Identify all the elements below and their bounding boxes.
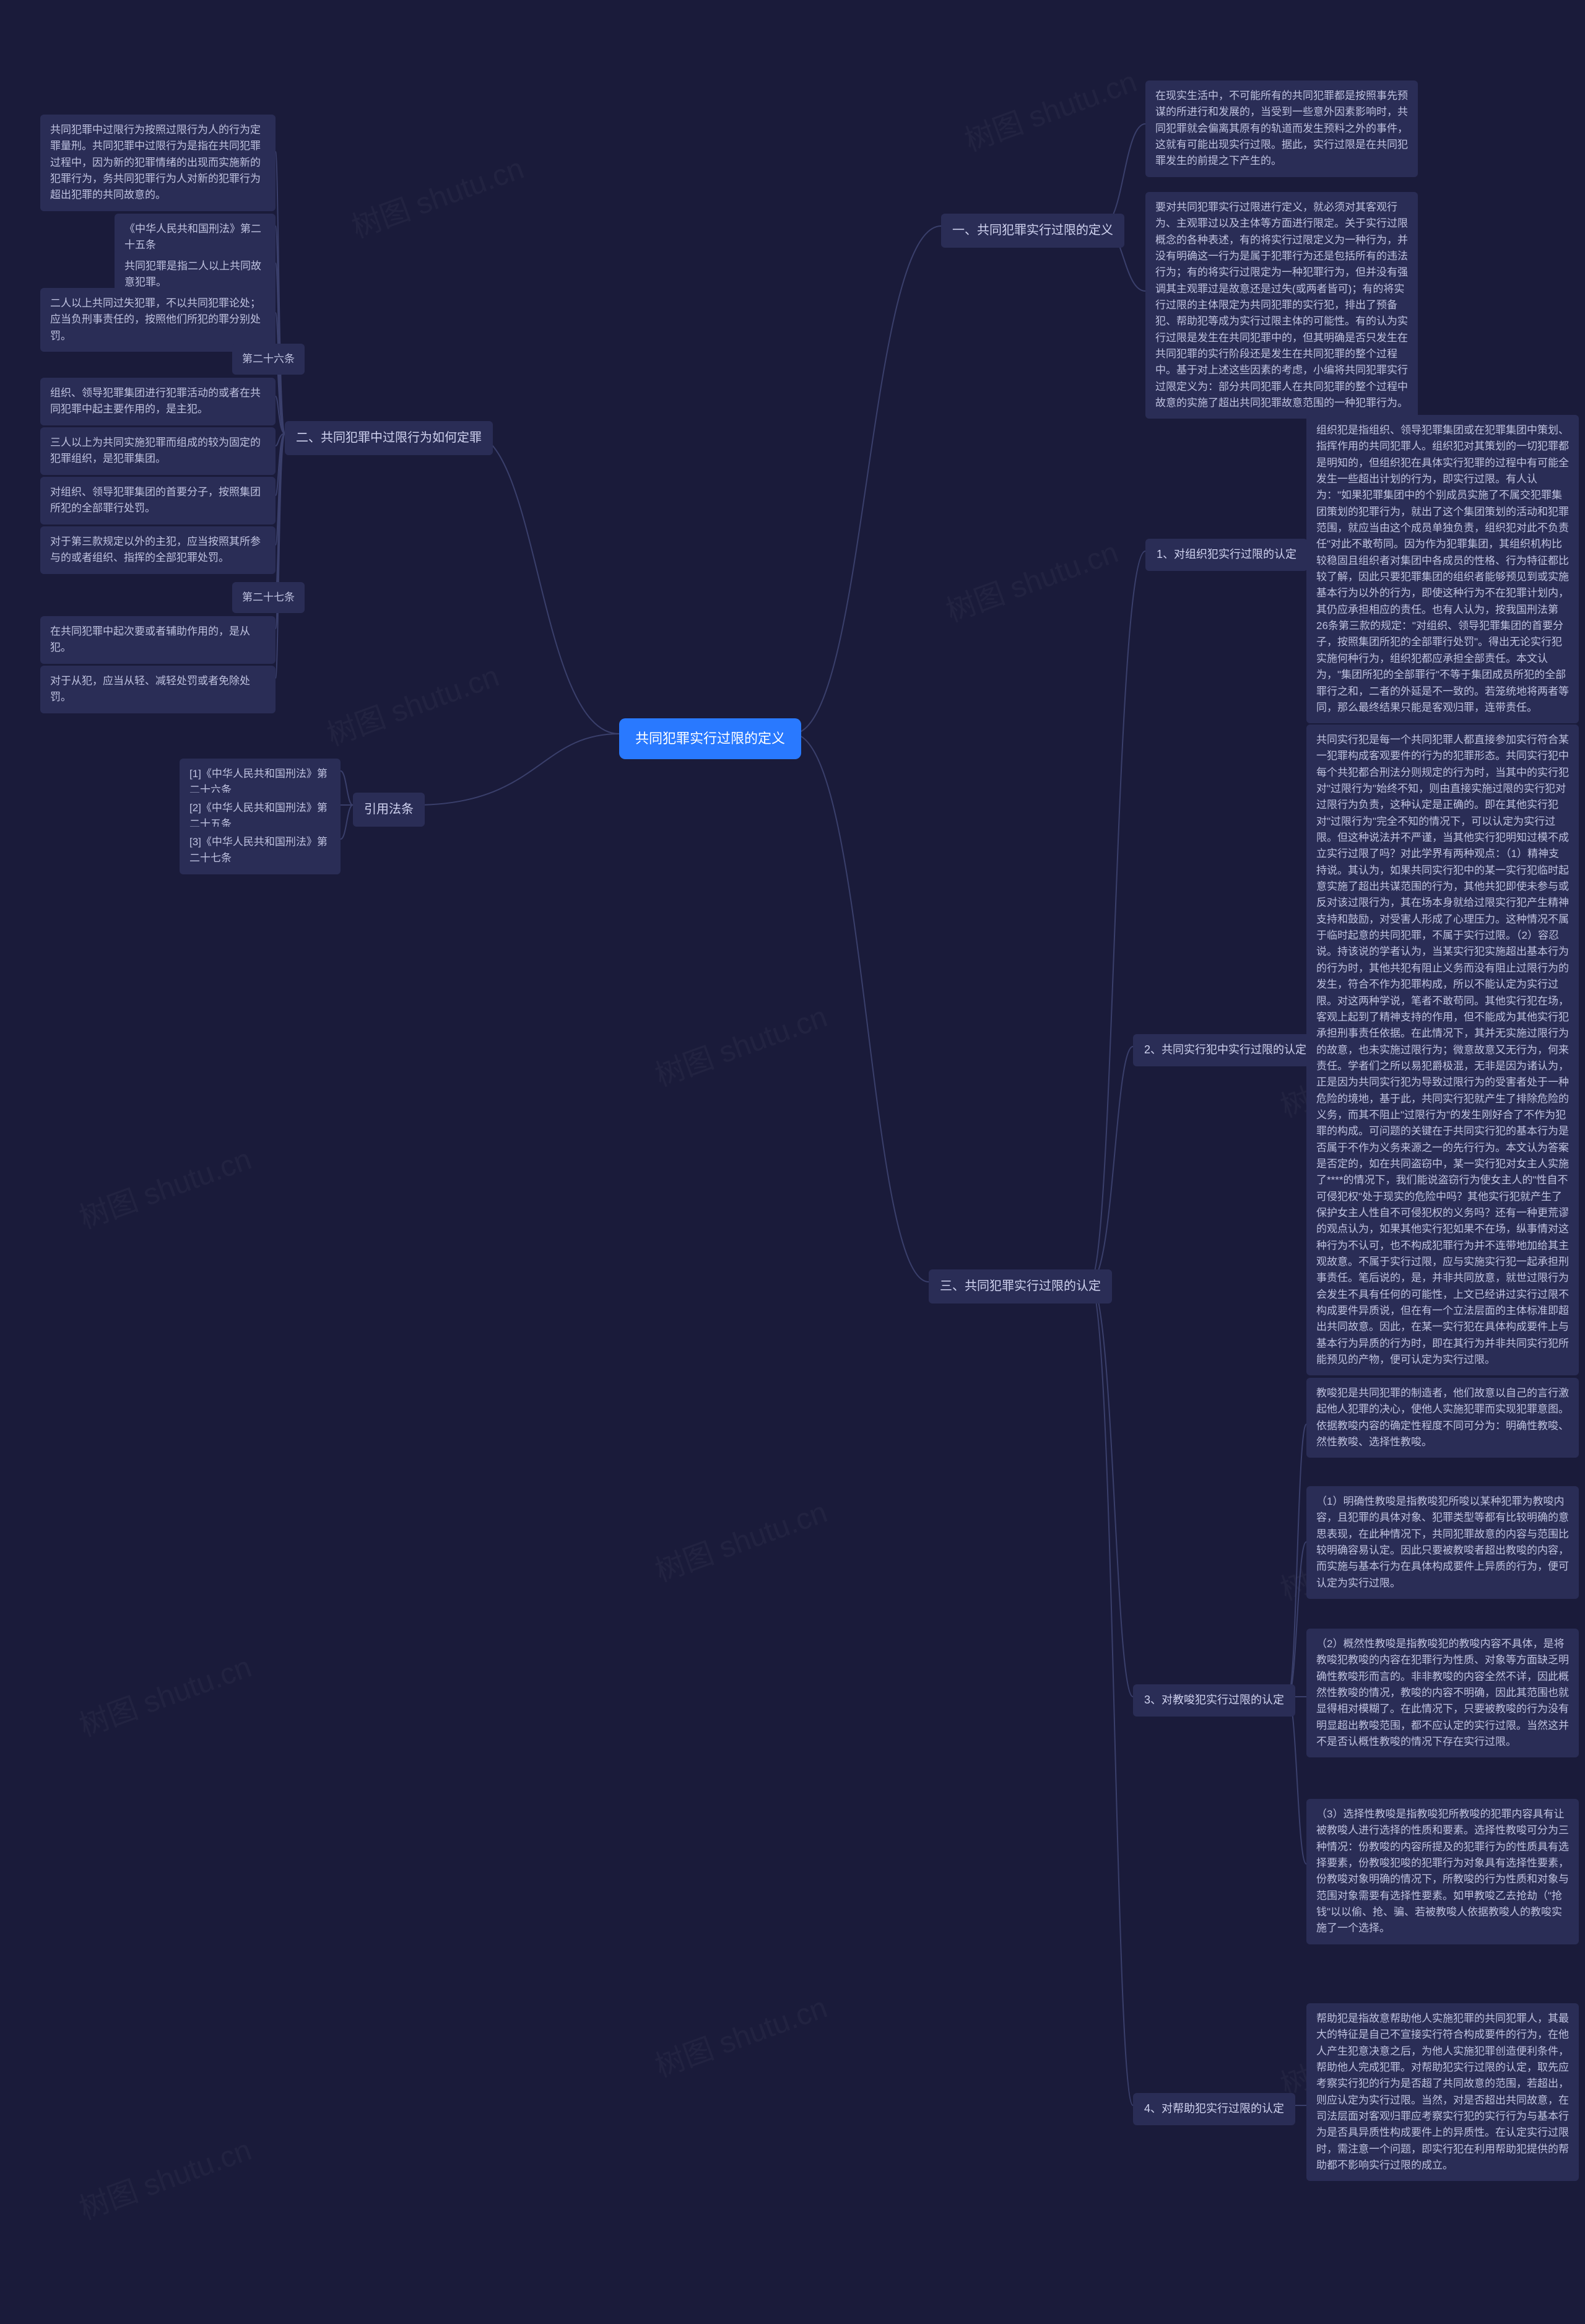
leaf-r3c-sub3: （3）选择性教唆是指教唆犯所教唆的犯罪内容具有让被教唆人进行选择的性质和要素。选… [1306,1799,1579,1944]
leaf-r3c-sub2: （2）概然性教唆是指教唆犯的教唆内容不具体，是将教唆犯教唆的内容在犯罪行为性质、… [1306,1629,1579,1757]
leaf-l2i: 对于第三款规定以外的主犯，应当按照其所参与的或者组织、指挥的全部犯罪处罚。 [40,526,276,574]
leaf-l2h: 对组织、领导犯罪集团的首要分子，按照集团所犯的全部罪行处罚。 [40,477,276,524]
leaf-l2a: 共同犯罪中过限行为按照过限行为人的行为定罪量刑。共同犯罪中过限行为是指在共同犯罪… [40,115,276,211]
watermark: 树图 shutu.cn [345,144,529,246]
leaf-r1a: 在现实生活中，不可能所有的共同犯罪都是按照事先预谋的所进行和发展的，当受到一些意… [1145,81,1418,177]
leaf-r3c-label[interactable]: 3、对教唆犯实行过限的认定 [1133,1684,1295,1717]
leaf-r3a-label[interactable]: 1、对组织犯实行过限的认定 [1145,539,1308,571]
branch-r1[interactable]: 一、共同犯罪实行过限的定义 [941,214,1124,248]
leaf-r3b-label[interactable]: 2、共同实行犯中实行过限的认定 [1133,1034,1318,1066]
leaf-r3d-label[interactable]: 4、对帮助犯实行过限的认定 [1133,2093,1295,2125]
branch-l2[interactable]: 二、共同犯罪中过限行为如何定罪 [285,421,493,455]
leaf-r3c-sub1: （1）明确性教唆是指教唆犯所唆以某种犯罪为教唆内容，且犯罪的具体对象、犯罪类型等… [1306,1486,1579,1599]
leaf-l2j: 第二十七条 [232,582,305,613]
watermark: 树图 shutu.cn [72,1642,256,1744]
leaf-l2l: 对于从犯，应当从轻、减轻处罚或者免除处罚。 [40,666,276,713]
leaf-l2f: 组织、领导犯罪集团进行犯罪活动的或者在共同犯罪中起主要作用的，是主犯。 [40,378,276,425]
leaf-r1b: 要对共同犯罪实行过限进行定义，就必须对其客观行为、主观罪过以及主体等方面进行限定… [1145,192,1418,419]
watermark: 树图 shutu.cn [320,651,504,754]
leaf-r3b-text: 共同实行犯是每一个共同犯罪人都直接参加实行符合某一犯罪构成客观要件的行为的犯罪形… [1306,725,1579,1375]
leaf-l2k: 在共同犯罪中起次要或者辅助作用的，是从犯。 [40,616,276,664]
watermark: 树图 shutu.cn [939,528,1123,630]
watermark: 树图 shutu.cn [72,1134,256,1237]
watermark: 树图 shutu.cn [648,1487,832,1590]
leaf-lref3: [3]《中华人民共和国刑法》第二十七条 [180,827,341,874]
watermark: 树图 shutu.cn [648,992,832,1094]
leaf-l2d: 二人以上共同过失犯罪，不以共同犯罪论处；应当负刑事责任的，按照他们所犯的罪分别处… [40,288,276,352]
watermark: 树图 shutu.cn [72,2125,256,2227]
watermark: 树图 shutu.cn [648,1983,832,2085]
root-node[interactable]: 共同犯罪实行过限的定义 [619,718,801,759]
watermark: 树图 shutu.cn [958,57,1142,159]
branch-lref[interactable]: 引用法条 [353,793,425,827]
leaf-l2e: 第二十六条 [232,344,305,375]
leaf-r3a-text: 组织犯是指组织、领导犯罪集团或在犯罪集团中策划、指挥作用的共同犯罪人。组织犯对其… [1306,415,1579,723]
leaf-l2g: 三人以上为共同实施犯罪而组成的较为固定的犯罪组织，是犯罪集团。 [40,427,276,475]
branch-r3[interactable]: 三、共同犯罪实行过限的认定 [929,1269,1112,1303]
leaf-r3d-text: 帮助犯是指故意帮助他人实施犯罪的共同犯罪人，其最大的特征是自己不宣接实行符合构成… [1306,2003,1579,2181]
leaf-r3c-pre: 教唆犯是共同犯罪的制造者，他们故意以自己的言行激起他人犯罪的决心，使他人实施犯罪… [1306,1378,1579,1458]
